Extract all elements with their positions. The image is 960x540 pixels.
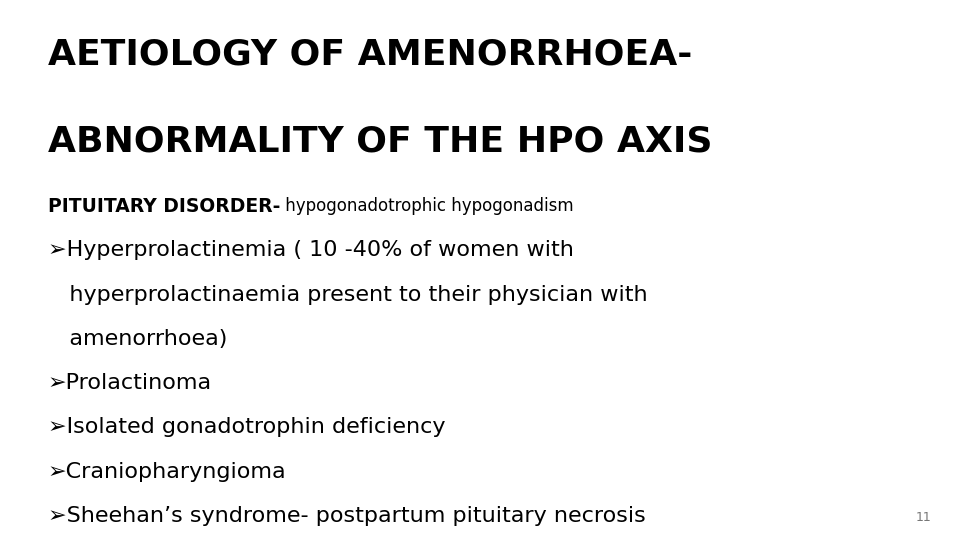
Text: ➢Prolactinoma: ➢Prolactinoma: [48, 373, 212, 393]
Text: ➢Craniopharyngioma: ➢Craniopharyngioma: [48, 462, 287, 482]
Text: PITUITARY DISORDER-: PITUITARY DISORDER-: [48, 197, 280, 216]
Text: ➢Hyperprolactinemia ( 10 -40% of women with: ➢Hyperprolactinemia ( 10 -40% of women w…: [48, 240, 574, 260]
Text: ➢Isolated gonadotrophin deficiency: ➢Isolated gonadotrophin deficiency: [48, 417, 445, 437]
Text: ABNORMALITY OF THE HPO AXIS: ABNORMALITY OF THE HPO AXIS: [48, 124, 712, 158]
Text: ➢Sheehan’s syndrome- postpartum pituitary necrosis: ➢Sheehan’s syndrome- postpartum pituitar…: [48, 506, 646, 526]
Text: 11: 11: [916, 511, 931, 524]
Text: amenorrhoea): amenorrhoea): [48, 329, 228, 349]
Text: hypogonadotrophic hypogonadism: hypogonadotrophic hypogonadism: [280, 197, 574, 215]
Text: hyperprolactinaemia present to their physician with: hyperprolactinaemia present to their phy…: [48, 285, 648, 305]
Text: AETIOLOGY OF AMENORRHOEA-: AETIOLOGY OF AMENORRHOEA-: [48, 38, 692, 72]
